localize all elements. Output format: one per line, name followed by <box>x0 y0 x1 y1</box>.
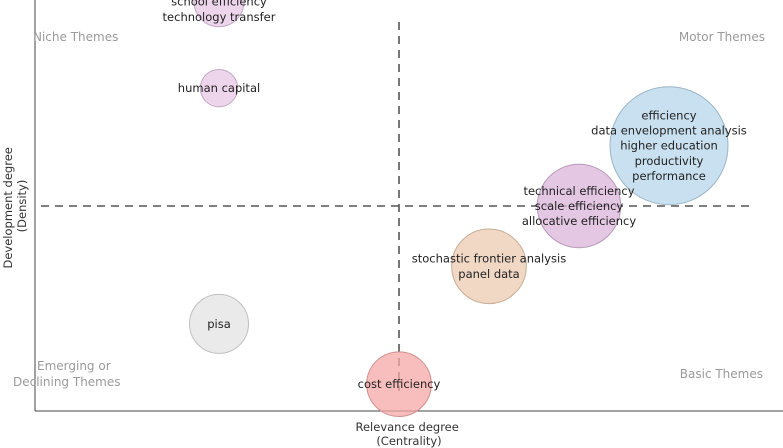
bubble-technical-efficiency[interactable] <box>536 163 622 249</box>
bubble-label-line: performance <box>632 169 706 183</box>
bubble-label-line: human capital <box>178 81 260 95</box>
bubble-label-line: productivity <box>635 154 704 168</box>
x-axis-title-line-1: Relevance degree <box>356 420 459 434</box>
bubble-label-line: scale efficiency <box>535 199 624 213</box>
bubble-label-pisa: pisa <box>207 317 231 331</box>
y-axis-title-line-1: Development degree <box>1 147 15 268</box>
bubble-label-line: data envelopment analysis <box>591 124 747 138</box>
bubble-innovation[interactable] <box>193 0 245 28</box>
bubble-label-cost-efficiency: cost efficiency <box>358 377 441 391</box>
y-axis-title-line-2: (Density) <box>15 180 29 233</box>
x-axis-title: Relevance degree (Centrality) <box>356 420 463 448</box>
quadrant-label-emerging-line-2: Declining Themes <box>13 375 121 389</box>
bubble-label-line: efficiency <box>641 108 696 122</box>
x-axis-title-line-2: (Centrality) <box>376 434 441 448</box>
y-axis-title: Development degree (Density) <box>1 143 29 268</box>
bubble-label-line: school efficiency <box>171 0 267 9</box>
quadrant-label-niche: Niche Themes <box>33 30 118 44</box>
quadrant-label-emerging: Emerging or Declining Themes <box>13 359 121 389</box>
bubble-label-technical-efficiency: technical efficiency scale efficiency allo… <box>522 184 636 228</box>
bubble-label-line: higher education <box>620 139 718 153</box>
bubble-label-human-capital: human capital <box>178 81 260 95</box>
quadrant-label-basic: Basic Themes <box>680 367 763 381</box>
quadrant-label-basic-line: Basic Themes <box>680 367 763 381</box>
bubble-stochastic-frontier[interactable] <box>451 228 527 305</box>
quadrant-label-motor: Motor Themes <box>679 30 765 44</box>
bubble-label-stochastic-frontier: stochastic frontier analysis panel data <box>412 252 566 281</box>
bubble-layer <box>189 0 729 417</box>
bubble-human-capital[interactable] <box>199 68 239 108</box>
quadrant-label-motor-line: Motor Themes <box>679 30 765 44</box>
bubble-label-line: allocative efficiency <box>522 214 636 228</box>
bubble-label-efficiency: efficiency data envelopment analysis highe… <box>591 108 747 183</box>
bubble-label-line: cost efficiency <box>358 377 441 391</box>
bubble-label-line: stochastic frontier analysis <box>412 252 566 266</box>
bubble-label-line: technology transfer <box>163 10 276 24</box>
bubble-efficiency[interactable] <box>609 86 729 206</box>
bubble-label-line: pisa <box>207 317 231 331</box>
bubble-pisa[interactable] <box>189 293 249 354</box>
bubble-cost-efficiency[interactable] <box>366 351 432 417</box>
quadrant-label-emerging-line-1: Emerging or <box>37 359 111 373</box>
bubble-label-line: technical efficiency <box>523 184 634 198</box>
bubble-label-line: panel data <box>458 267 519 281</box>
quadrant-label-niche-line: Niche Themes <box>33 30 118 44</box>
